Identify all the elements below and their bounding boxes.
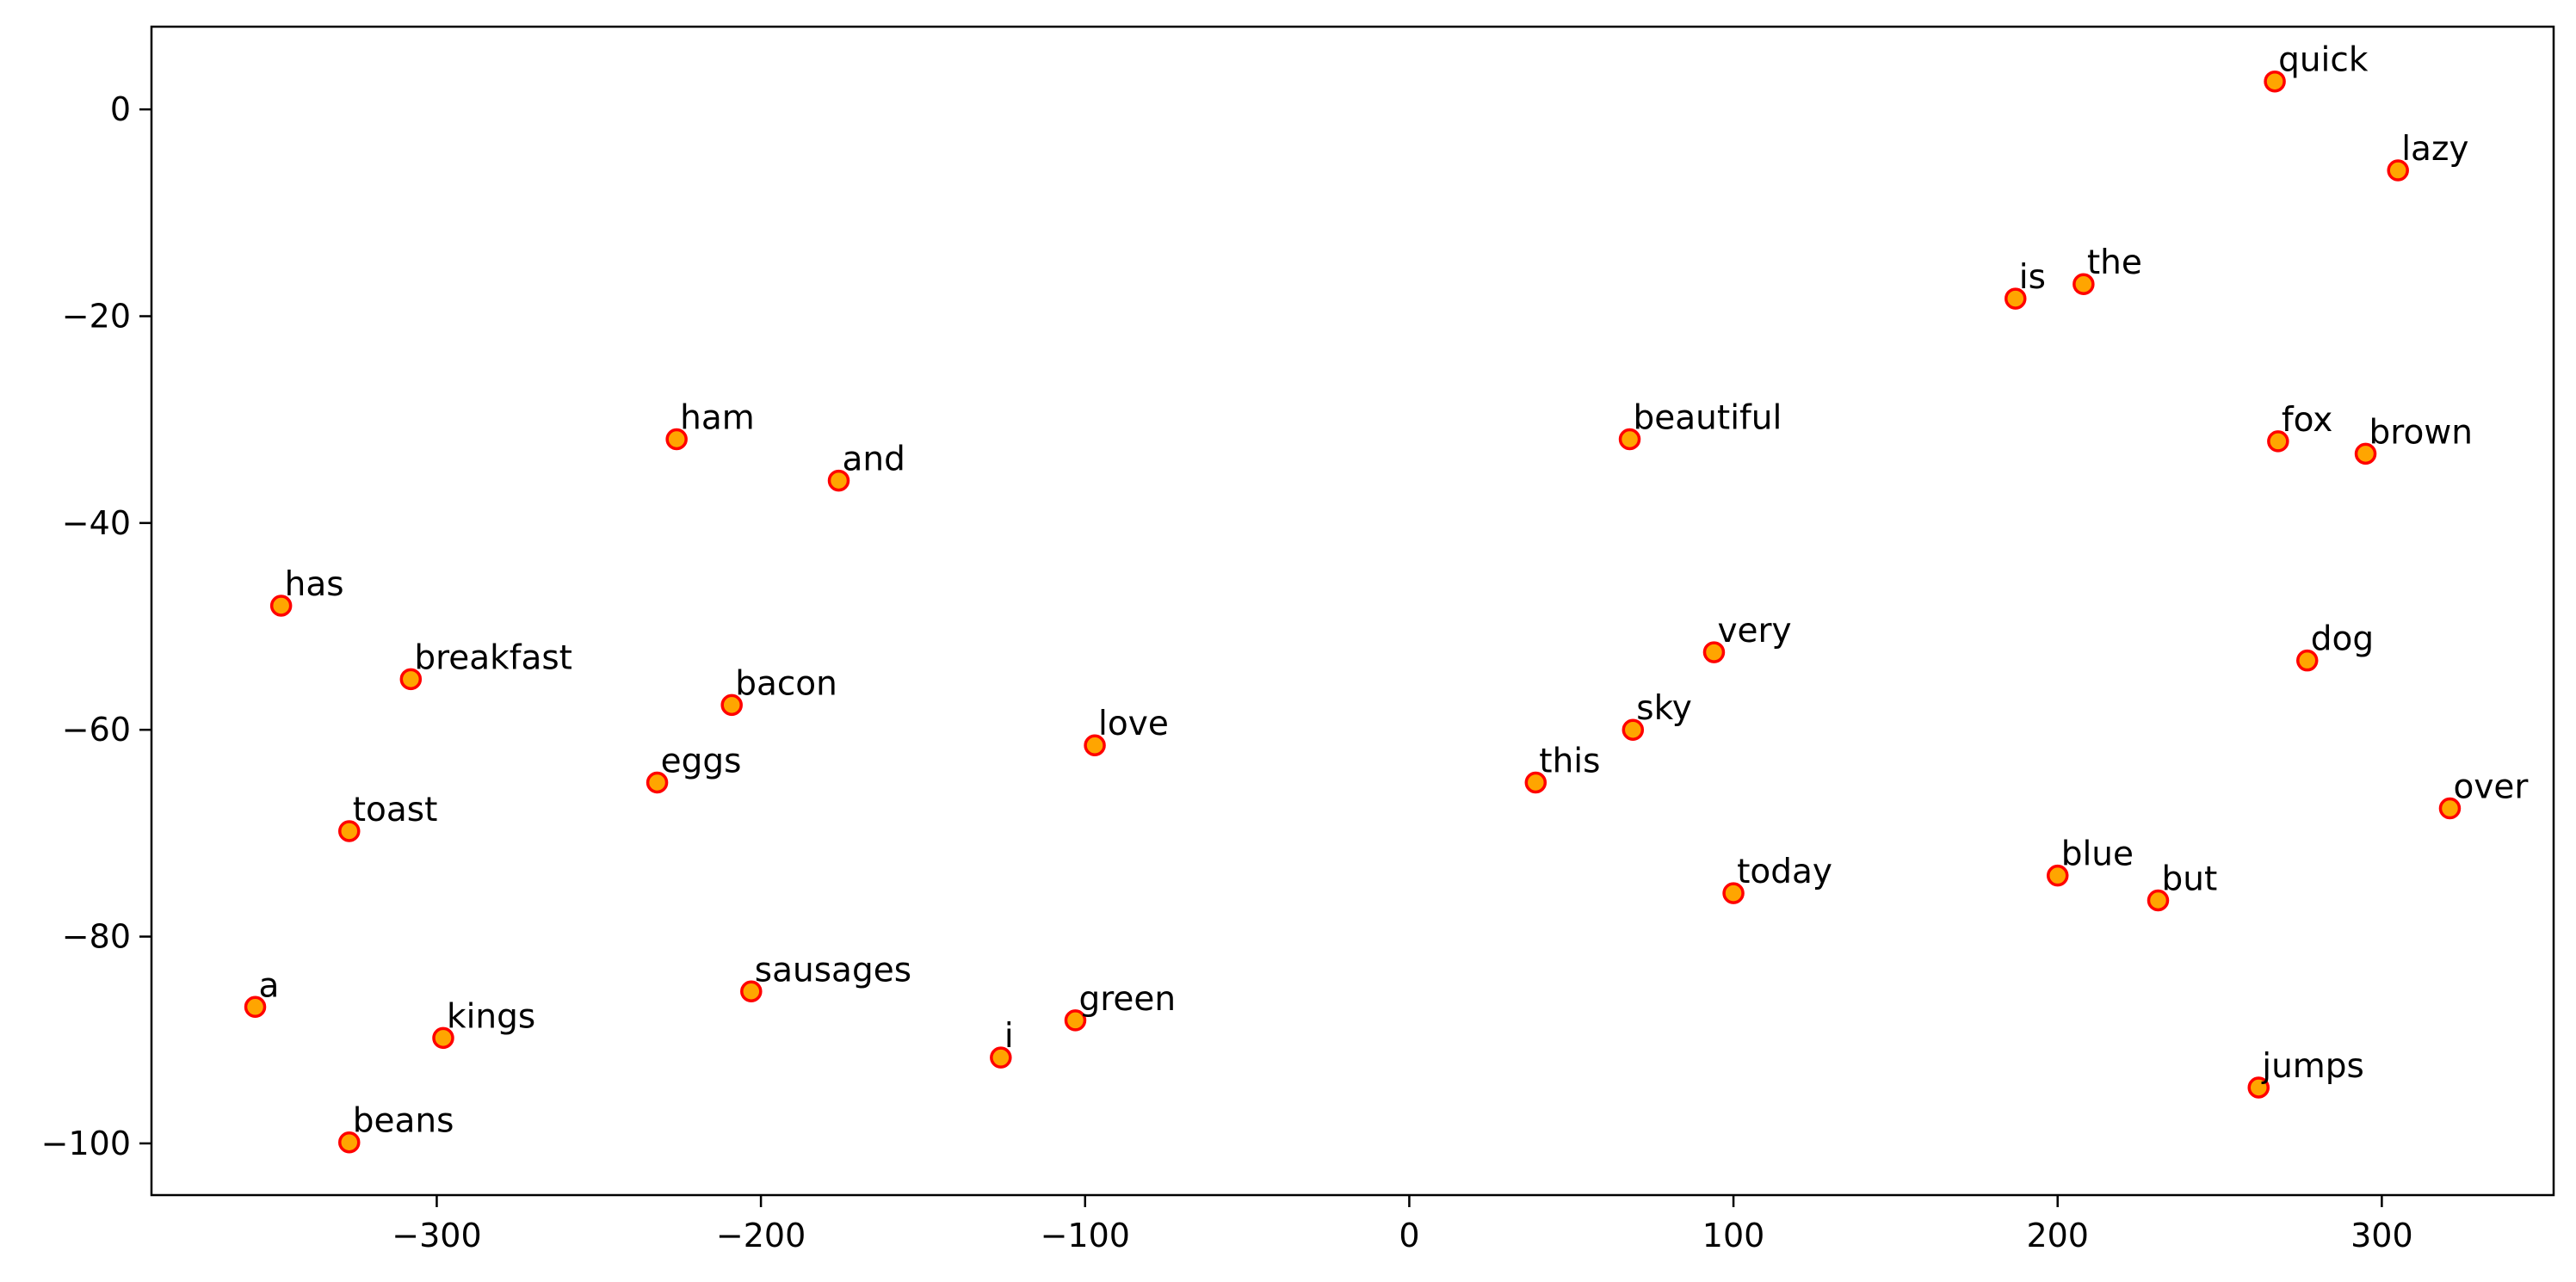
point-label: green [1078,980,1176,1019]
data-point [2147,889,2170,912]
point-label: very [1717,612,1791,650]
point-label: has [285,565,344,604]
data-point [2247,1076,2270,1099]
point-label: blue [2061,835,2134,874]
point-label: brown [2369,413,2473,452]
data-point [665,428,688,451]
point-label: today [1737,853,1832,891]
x-tick-label: 200 [2026,1217,2089,1254]
y-tick-label: −20 [62,297,131,335]
x-tick-label: 100 [1702,1217,1765,1254]
point-label: over [2453,768,2529,807]
data-point [646,771,669,794]
point-label: breakfast [414,638,572,677]
data-point [1084,734,1106,756]
point-label: quick [2278,41,2369,80]
y-tick-label: 0 [110,90,131,128]
data-point [2046,864,2069,887]
data-point [1722,882,1745,904]
plot-area-frame [150,25,2555,1197]
data-point [1524,771,1547,794]
data-point [244,995,267,1019]
x-tick-label: 0 [1399,1217,1419,1254]
point-label: beans [353,1102,454,1141]
data-point [2354,442,2377,465]
data-point [2005,287,2027,310]
point-label: a [259,966,280,1005]
x-tick-label: −300 [392,1217,481,1254]
point-label: dog [2311,620,2374,659]
point-label: is [2019,258,2046,297]
point-label: and [843,441,905,479]
y-tick-label: −40 [62,504,131,542]
point-label: toast [353,791,438,829]
data-points: quick lazy is the ham and beautiful fox brown has… [244,41,2529,1154]
point-label: kings [447,997,535,1036]
point-label: but [2161,860,2217,898]
x-tick-label: −100 [1041,1217,1130,1254]
point-label: love [1098,705,1169,743]
data-point [1622,718,1645,741]
point-label: i [1004,1017,1014,1056]
data-point [2073,273,2095,295]
point-label: lazy [2401,130,2468,169]
x-tick-label: −200 [716,1217,806,1254]
data-point [399,668,423,691]
point-label: fox [2282,401,2332,440]
data-point [2438,797,2462,820]
y-tick-label: −80 [62,918,131,956]
x-tick-label: 300 [2351,1217,2413,1254]
point-label: the [2087,243,2142,282]
data-point [1702,641,1726,663]
point-label: bacon [735,664,837,703]
data-point [2264,70,2286,93]
y-tick-label: −60 [62,711,131,749]
data-point [740,980,763,1003]
y-axis: 0 −20 −40 −60 −80 −100 [41,90,151,1162]
y-tick-label: −100 [41,1125,131,1162]
point-label: beautiful [1634,399,1782,438]
data-point [432,1026,454,1050]
data-point [1064,1009,1087,1032]
point-label: jumps [2261,1047,2364,1086]
point-label: sky [1636,689,1692,728]
point-label: this [1539,742,1600,780]
x-axis: −300 −200 −100 0 100 200 300 [392,1195,2413,1254]
data-point [269,595,293,617]
data-point [990,1046,1012,1069]
point-label: eggs [661,742,742,780]
data-point [2387,159,2409,182]
data-point [2267,430,2289,453]
data-point [2295,649,2319,672]
data-point [338,1131,361,1154]
data-point [1618,428,1641,451]
point-label: ham [680,399,755,438]
data-point [720,693,743,717]
point-label: sausages [755,951,911,989]
data-point [338,820,361,842]
data-point [827,469,850,492]
